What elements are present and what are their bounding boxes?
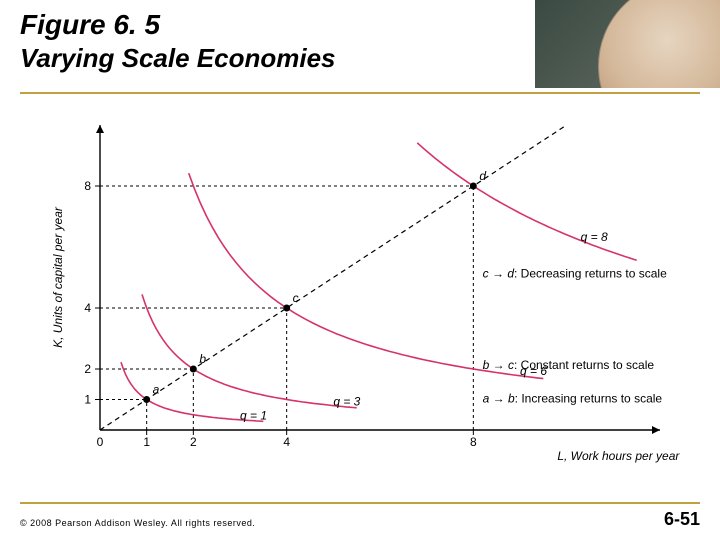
svg-text:2: 2 [84, 362, 91, 376]
svg-text:c: c [293, 291, 299, 305]
svg-text:q = 3: q = 3 [333, 395, 360, 409]
svg-text:b → c: Constant returns to sca: b → c: Constant returns to scale [483, 358, 655, 372]
svg-text:c → d: Decreasing returns to s: c → d: Decreasing returns to scale [483, 267, 667, 281]
svg-text:a: a [153, 383, 160, 397]
svg-text:d: d [479, 169, 486, 183]
svg-text:4: 4 [84, 301, 91, 315]
bottom-rule [20, 502, 700, 504]
top-rule [20, 92, 700, 94]
corner-image [535, 0, 720, 88]
chart-area: 012481248L, Work hours per yearK, Units … [40, 110, 680, 470]
svg-text:b: b [199, 352, 206, 366]
svg-text:2: 2 [190, 435, 197, 449]
svg-text:a → b: Increasing returns to s: a → b: Increasing returns to scale [483, 392, 663, 406]
svg-text:1: 1 [143, 435, 150, 449]
svg-text:q = 1: q = 1 [240, 408, 267, 422]
svg-text:L, Work hours per year: L, Work hours per year [557, 449, 680, 463]
svg-text:8: 8 [84, 179, 91, 193]
svg-text:8: 8 [470, 435, 477, 449]
copyright-text: © 2008 Pearson Addison Wesley. All right… [20, 518, 255, 528]
isoquant-chart: 012481248L, Work hours per yearK, Units … [40, 110, 680, 470]
planet-icon [598, 0, 720, 88]
slide: Figure 6. 5 Varying Scale Economies 0124… [0, 0, 720, 540]
svg-text:0: 0 [97, 435, 104, 449]
svg-text:1: 1 [84, 393, 91, 407]
page-number: 6-51 [664, 509, 700, 530]
svg-text:q = 8: q = 8 [581, 230, 608, 244]
svg-text:4: 4 [283, 435, 290, 449]
svg-text:K, Units of capital per year: K, Units of capital per year [51, 206, 65, 348]
